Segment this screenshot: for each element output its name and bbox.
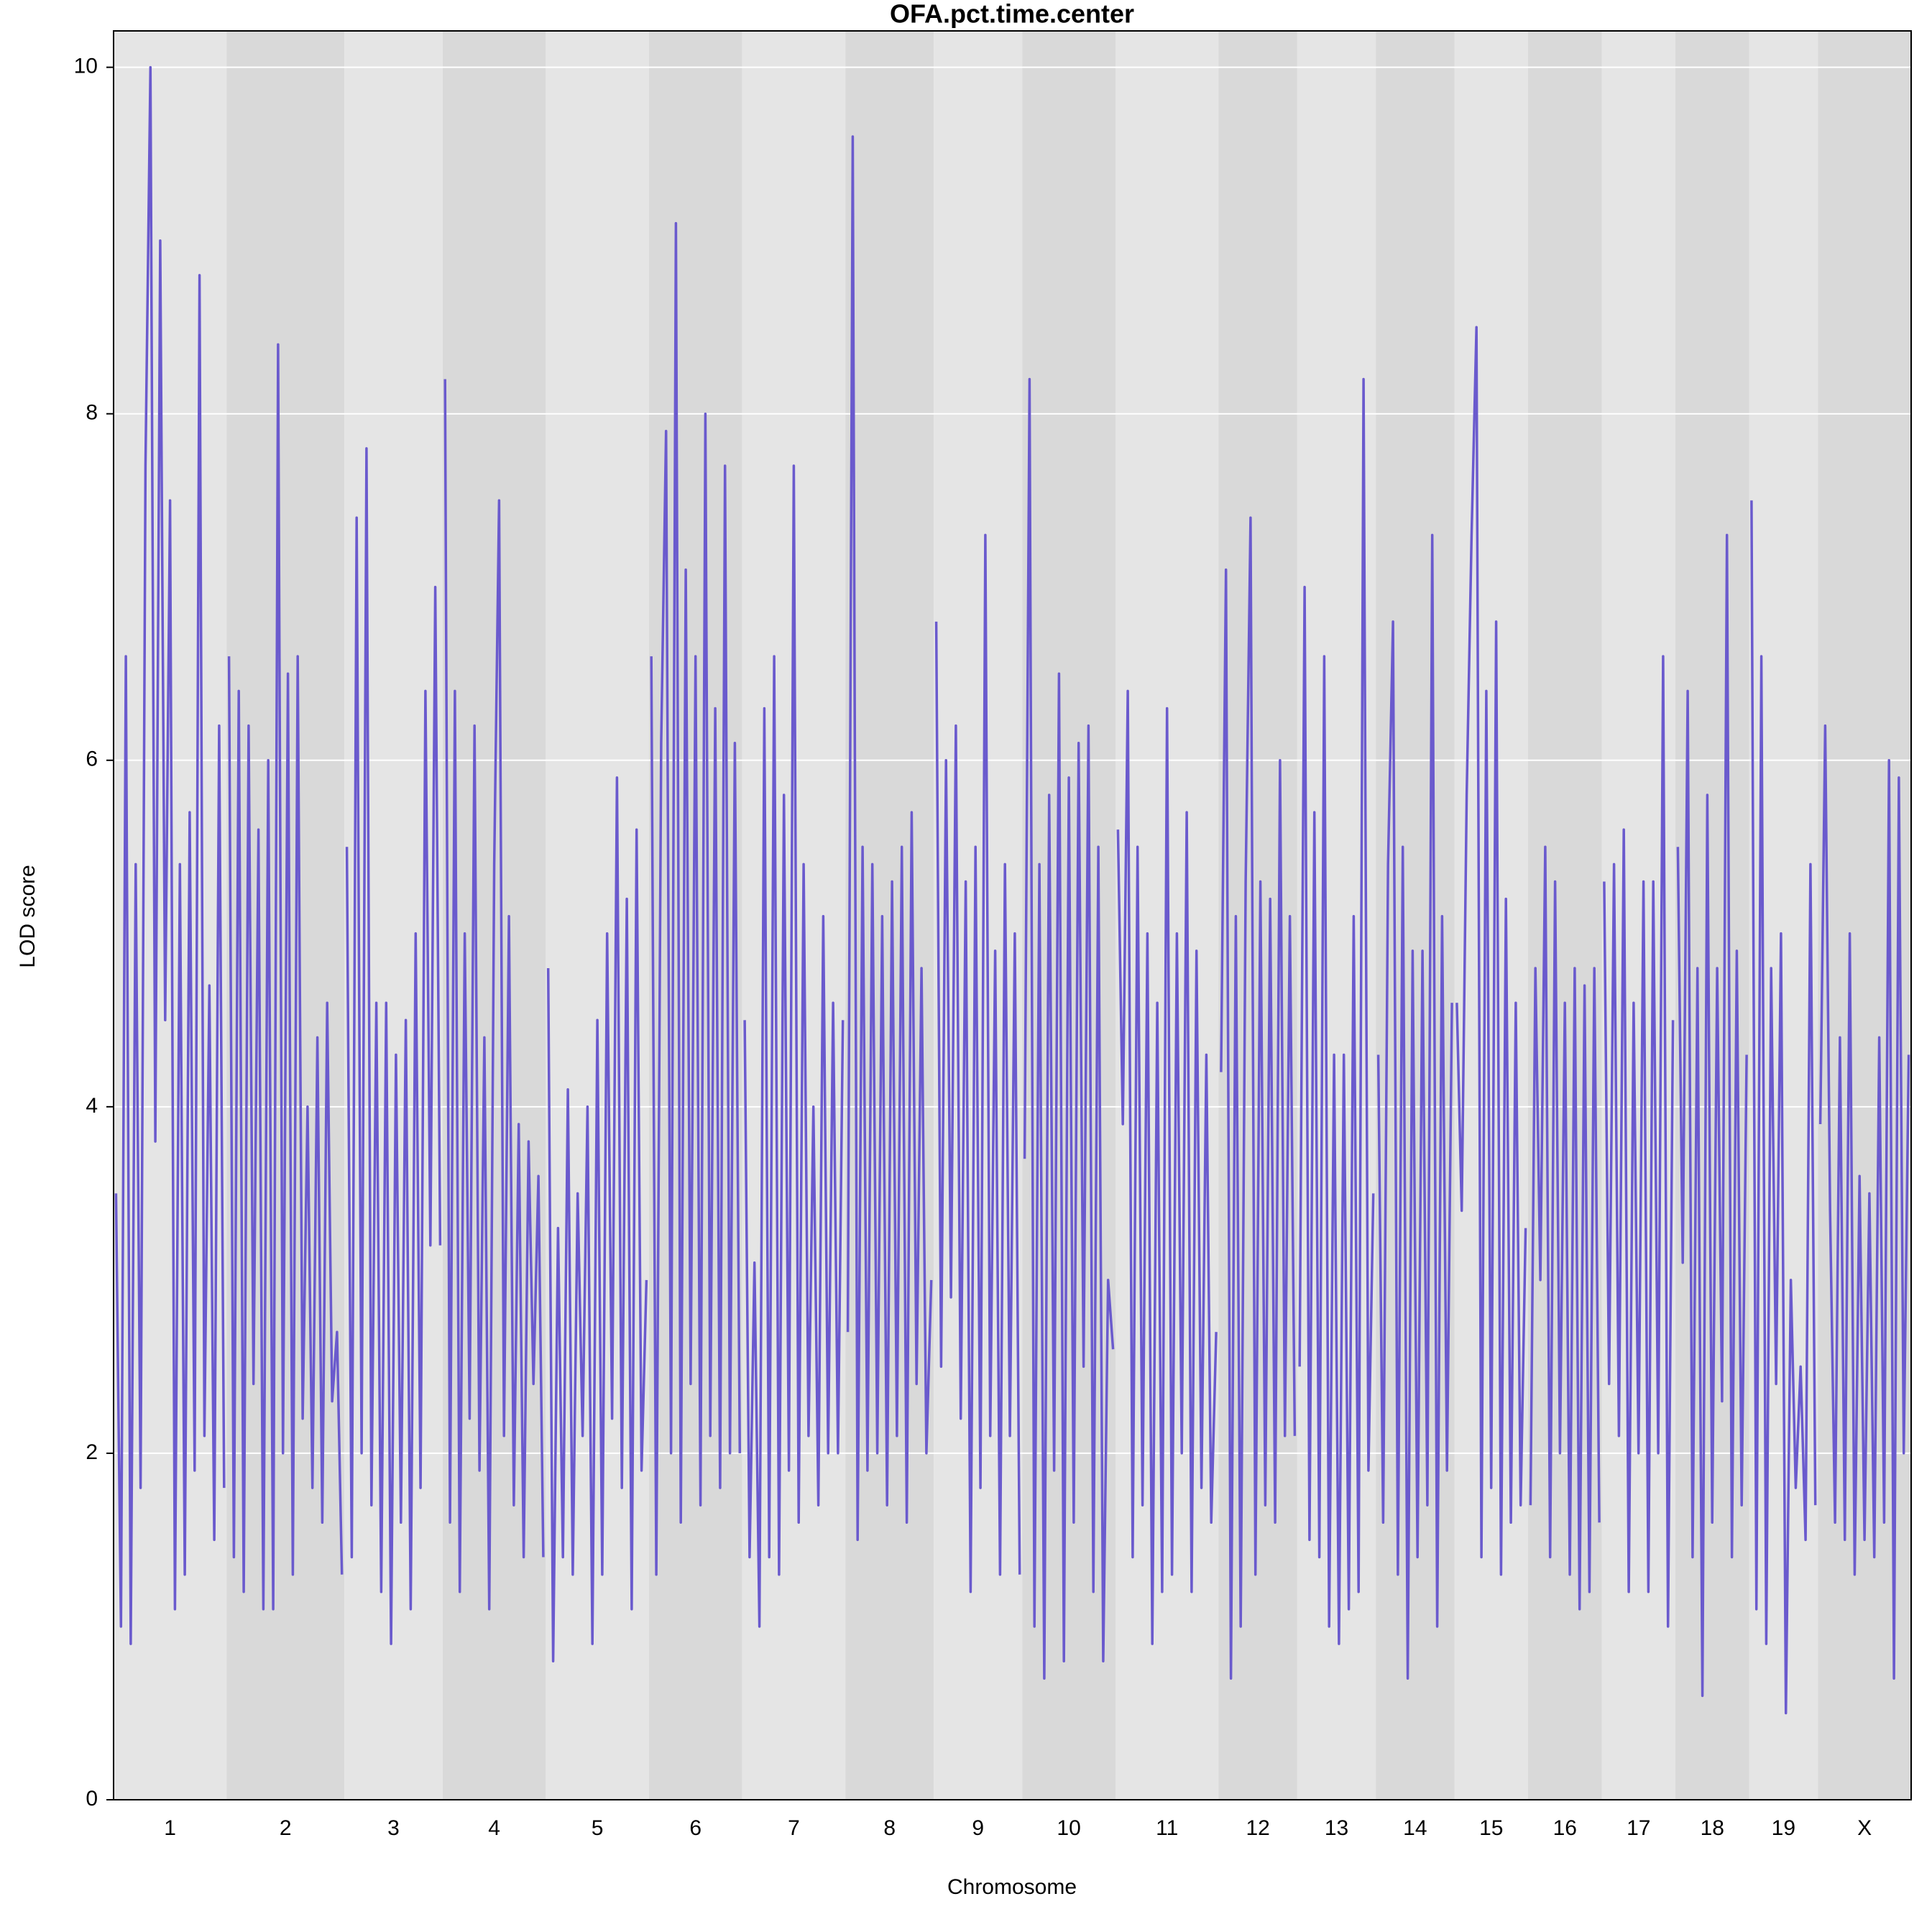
x-tick-label: 13 — [1325, 1816, 1348, 1840]
x-tick-label: 14 — [1403, 1816, 1427, 1840]
x-tick-label: 11 — [1156, 1816, 1178, 1840]
lod-line — [1676, 533, 1748, 1698]
lod-line — [443, 379, 545, 1611]
lod-line — [934, 533, 1021, 1593]
x-tick-label: 9 — [972, 1816, 984, 1840]
lod-line — [1376, 533, 1453, 1680]
y-axis-label: LOD score — [16, 865, 40, 967]
lod-line — [227, 343, 344, 1611]
x-tick-label: X — [1857, 1816, 1872, 1840]
x-tick-label: 17 — [1627, 1816, 1650, 1840]
x-axis-label: Chromosome — [947, 1875, 1077, 1899]
lod-line — [114, 65, 226, 1645]
lod-line — [1750, 500, 1817, 1715]
lod-line — [1023, 377, 1115, 1680]
x-tick-label: 3 — [387, 1816, 400, 1840]
x-tick-label: 19 — [1772, 1816, 1795, 1840]
lod-line — [1529, 845, 1601, 1611]
lod-line — [345, 447, 442, 1645]
lod-line — [1116, 689, 1218, 1645]
x-tick-label: 15 — [1479, 1816, 1503, 1840]
y-tick-label: 8 — [86, 401, 98, 425]
y-tick-label: 10 — [74, 55, 98, 78]
plot-area — [114, 31, 1911, 1800]
x-tick-label: 4 — [488, 1816, 500, 1840]
x-tick-label: 12 — [1246, 1816, 1269, 1840]
lod-line — [650, 221, 742, 1576]
plot-frame — [113, 30, 1912, 1800]
chromosome-band — [845, 31, 934, 1800]
y-tick-label: 6 — [86, 748, 98, 771]
lod-line — [743, 464, 845, 1628]
x-tick-label: 18 — [1701, 1816, 1724, 1840]
y-tick-label: 2 — [86, 1440, 98, 1464]
y-tick-label: 4 — [86, 1094, 98, 1118]
chromosome-band — [546, 31, 649, 1800]
x-tick-label: 6 — [689, 1816, 702, 1840]
x-tick-label: 5 — [592, 1816, 604, 1840]
lod-line — [1298, 377, 1375, 1645]
x-tick-label: 7 — [788, 1816, 800, 1840]
x-tick-label: 10 — [1057, 1816, 1080, 1840]
x-tick-label: 1 — [164, 1816, 176, 1840]
lod-line — [1455, 326, 1527, 1576]
x-tick-label: 16 — [1553, 1816, 1577, 1840]
x-tick-label: 2 — [280, 1816, 292, 1840]
lod-line — [546, 776, 648, 1662]
chart-title: OFA.pct.time.center — [890, 0, 1134, 29]
lod-line — [846, 135, 933, 1542]
x-tick-label: 8 — [883, 1816, 896, 1840]
y-tick-label: 0 — [86, 1787, 98, 1811]
chromosome-band — [1454, 31, 1528, 1800]
lod-line — [1818, 724, 1910, 1680]
lod-line — [1220, 516, 1297, 1680]
lod-line — [1603, 655, 1675, 1628]
